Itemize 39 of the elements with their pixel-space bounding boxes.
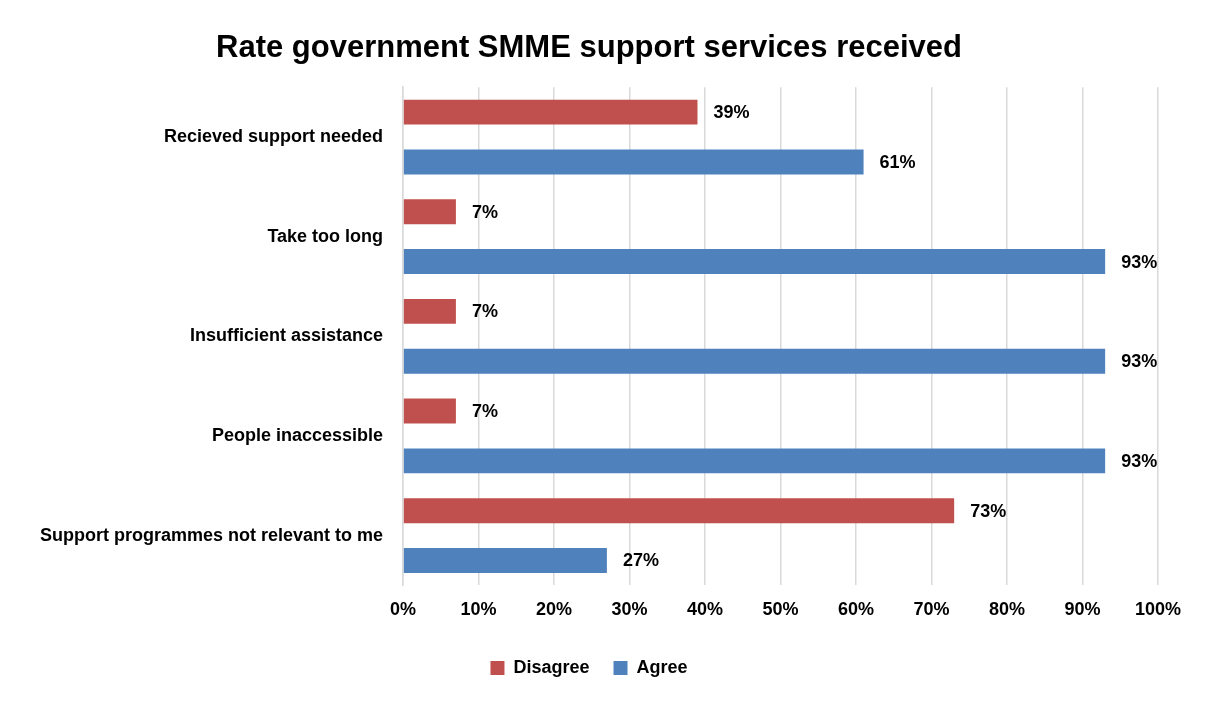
bar (403, 249, 1106, 275)
data-label: 7% (471, 301, 498, 322)
x-tick-label: 60% (838, 599, 875, 620)
bar (403, 149, 864, 175)
bar (403, 548, 607, 573)
y-tick-label: People inaccessible (211, 424, 384, 445)
data-label: 61% (879, 151, 916, 172)
bar (403, 398, 456, 424)
bar (403, 298, 456, 324)
legend-label: Disagree (513, 656, 590, 677)
x-tick-label: 100% (1134, 599, 1182, 620)
data-label: 7% (471, 201, 498, 222)
x-tick-label: 10% (460, 599, 497, 620)
legend-label: Agree (636, 656, 688, 677)
x-tick-label: 0% (390, 599, 417, 620)
y-tick-label: Insufficient assistance (189, 325, 384, 346)
data-label: 93% (1121, 351, 1158, 372)
x-tick-label: 50% (762, 599, 799, 620)
bar (403, 498, 955, 524)
x-tick-label: 30% (611, 599, 648, 620)
data-label: 93% (1121, 251, 1158, 272)
x-tick-label: 20% (536, 599, 573, 620)
y-tick-label: Take too long (267, 225, 384, 246)
x-tick-label: 40% (687, 599, 724, 620)
data-label: 73% (970, 500, 1007, 521)
data-label: 93% (1121, 450, 1158, 471)
y-tick-label: Recieved support needed (163, 125, 384, 146)
data-label: 39% (713, 102, 750, 123)
chart-title: Rate government SMME support services received (216, 29, 962, 65)
bar (403, 199, 456, 225)
x-tick-label: 90% (1064, 599, 1101, 620)
data-label: 27% (622, 550, 659, 571)
bar (403, 99, 698, 125)
bar (403, 348, 1106, 374)
bar (403, 448, 1106, 474)
y-tick-label: Support programmes not relevant to me (39, 524, 384, 545)
data-label: 7% (471, 401, 498, 421)
x-tick-label: 70% (913, 599, 950, 620)
x-tick-label: 80% (989, 599, 1026, 620)
